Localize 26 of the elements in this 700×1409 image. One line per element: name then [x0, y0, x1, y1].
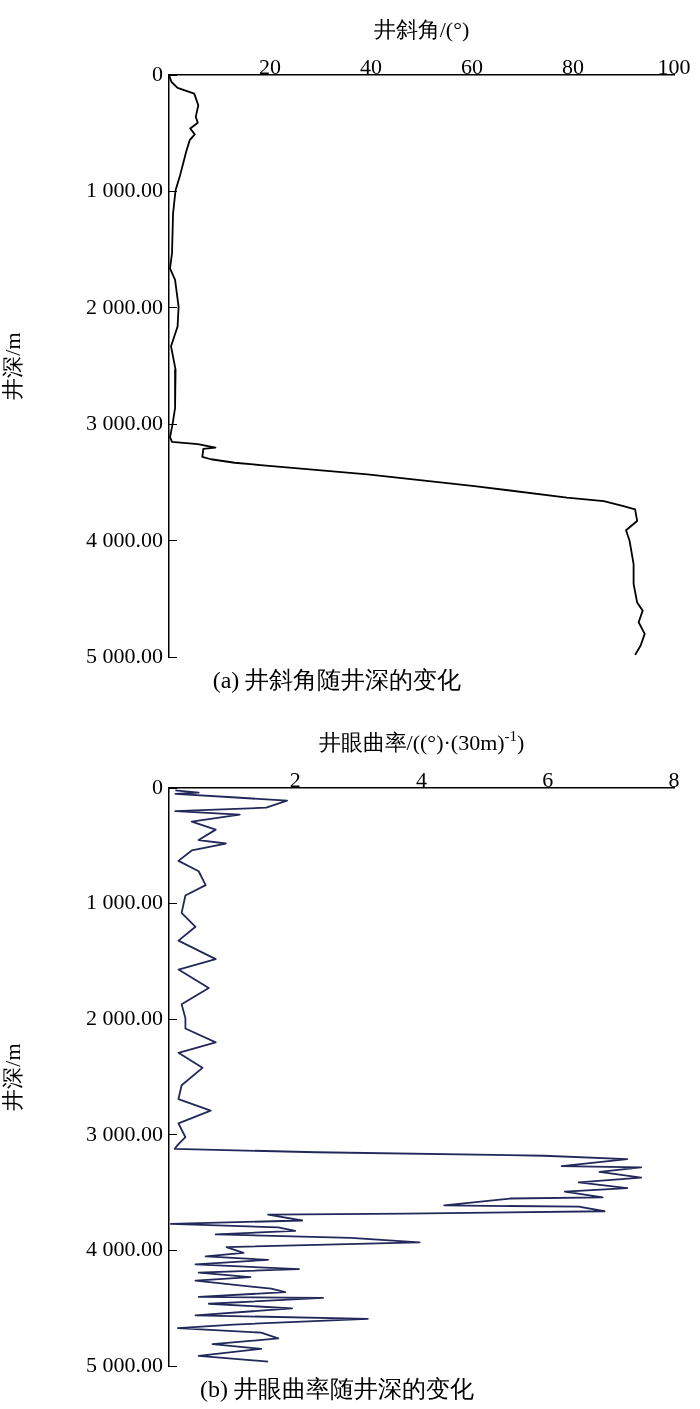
x-tick-label: 6 [542, 766, 554, 792]
y-tick-label: 5 000.00 [86, 642, 163, 668]
y-tick-label: 4 000.00 [86, 526, 163, 552]
y-tick-label: 2 000.00 [86, 293, 163, 319]
y-tick-label: 5 000.00 [86, 1351, 163, 1377]
x-tick-label: 100 [657, 53, 691, 79]
y-axis-title: 井深/m [0, 332, 25, 400]
y-axis-title: 井深/m [0, 1043, 25, 1111]
x-tick-label: 4 [416, 766, 427, 792]
y-tick-label: 3 000.00 [86, 1120, 163, 1146]
y-tick-label: 0 [152, 773, 163, 799]
y-tick-label: 2 000.00 [86, 1005, 163, 1031]
y-tick-label: 1 000.00 [86, 177, 163, 203]
x-tick-label: 20 [259, 53, 281, 79]
x-tick-label: 80 [562, 53, 584, 79]
y-tick-label: 4 000.00 [86, 1236, 163, 1262]
x-tick-label: 2 [289, 766, 301, 792]
x-tick-label: 40 [360, 53, 382, 79]
x-axis-title: 井斜角/(°) [373, 16, 470, 42]
text: (a) 井斜角随井深的变化 [212, 666, 462, 693]
text: (b) 井眼曲率随井深的变化 [200, 1375, 474, 1402]
x-tick-label: 8 [668, 766, 680, 792]
y-tick-label: 3 000.00 [86, 410, 163, 436]
y-tick-label: 1 000.00 [86, 889, 163, 915]
y-tick-label: 0 [152, 60, 163, 86]
x-tick-label: 60 [461, 53, 483, 79]
